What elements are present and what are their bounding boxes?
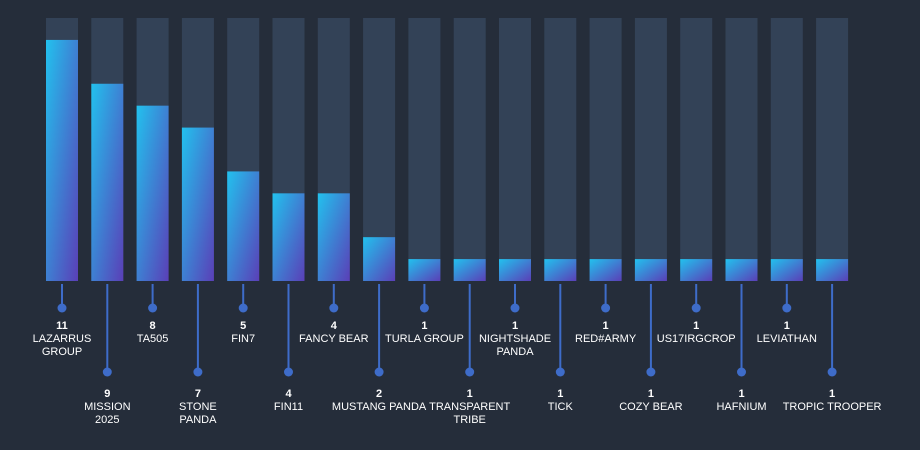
bar-nightshade-panda (499, 259, 531, 281)
category-label-mission-2025-line1: MISSION (84, 401, 131, 413)
category-label-stone-panda-line1: STONE (179, 401, 217, 413)
bar-cozy-bear (634, 259, 667, 281)
connector-dot-transparent-tribe (465, 367, 475, 377)
connector-dot-stone-panda (193, 367, 203, 377)
value-label-fancy-bear: 4 (331, 320, 338, 332)
category-label-transparent-tribe-line1: TRANSPARENT (429, 401, 510, 413)
bar-tropic-trooper (816, 259, 849, 281)
connector-dot-cozy-bear (646, 367, 656, 377)
bar-track-tropic-trooper (816, 18, 849, 281)
connector-dot-mustang-panda (374, 367, 384, 377)
value-label-lazarrus-group: 11 (56, 320, 68, 332)
category-label-lazarrus-group-line2: GROUP (42, 346, 82, 358)
value-label-cozy-bear: 1 (648, 388, 654, 400)
connector-dot-fancy-bear (329, 303, 339, 313)
category-label-leviathan: LEVIATHAN (757, 333, 817, 345)
bar-track-red-army (589, 18, 622, 281)
value-label-fin7: 5 (240, 320, 246, 332)
bar-mission-2025 (91, 83, 124, 281)
bar-track-cozy-bear (634, 18, 667, 281)
category-label-turla-group: TURLA GROUP (385, 333, 464, 345)
category-label-transparent-tribe-line2: TRIBE (453, 414, 485, 426)
bar-leviathan (770, 259, 803, 281)
value-label-tick: 1 (557, 388, 563, 400)
category-label-nightshade-panda-line1: NIGHTSHADE (479, 333, 551, 345)
value-label-nightshade-panda: 1 (512, 320, 518, 332)
value-label-ta505: 8 (150, 320, 156, 332)
value-label-tropic-trooper: 1 (829, 388, 835, 400)
connector-dot-tropic-trooper (827, 367, 837, 377)
bar-track-nightshade-panda (499, 18, 531, 281)
connector-dot-us17irgcrop (691, 303, 701, 313)
bar-turla-group (408, 259, 441, 281)
category-label-mustang-panda: MUSTANG PANDA (332, 401, 427, 413)
value-label-stone-panda: 7 (195, 388, 201, 400)
category-label-cozy-bear: COZY BEAR (619, 401, 682, 413)
connector-dot-lazarrus-group (57, 303, 67, 313)
category-label-lazarrus-group-line1: LAZARRUS (33, 333, 92, 345)
category-label-tropic-trooper: TROPIC TROOPER (783, 401, 882, 413)
bars-layer (46, 18, 849, 282)
connector-dot-fin7 (238, 303, 248, 313)
bar-track-leviathan (770, 18, 803, 281)
category-label-us17irgcrop: US17IRGCROP (657, 333, 736, 345)
connector-dot-red-army (601, 303, 611, 313)
category-label-fancy-bear: FANCY BEAR (299, 333, 369, 345)
value-label-transparent-tribe: 1 (467, 388, 473, 400)
bar-us17irgcrop (680, 259, 713, 281)
category-label-stone-panda-line2: PANDA (179, 414, 217, 426)
connector-dot-mission-2025 (102, 367, 112, 377)
bar-track-tick (544, 18, 577, 281)
bar-fin7 (227, 171, 260, 281)
connector-dot-ta505 (148, 303, 158, 313)
category-label-fin11: FIN11 (274, 401, 303, 413)
connector-dot-hafnium (737, 367, 746, 377)
bar-ta505 (136, 105, 169, 282)
bar-track-us17irgcrop (680, 18, 713, 281)
connector-dot-nightshade-panda (510, 303, 520, 313)
labels-layer: 11LAZARRUSGROUP9MISSION20258TA5057STONEP… (33, 284, 882, 426)
value-label-red-army: 1 (603, 320, 609, 332)
value-label-mission-2025: 9 (104, 388, 110, 400)
bar-track-hafnium (725, 18, 758, 281)
bar-transparent-tribe (453, 259, 486, 281)
bar-fancy-bear (317, 193, 350, 281)
category-label-red-army: RED#ARMY (575, 333, 637, 345)
connector-dot-fin11 (284, 367, 293, 377)
bar-hafnium (725, 259, 758, 281)
category-label-ta505: TA505 (137, 333, 169, 345)
connector-dot-turla-group (419, 303, 429, 313)
value-label-us17irgcrop: 1 (693, 320, 699, 332)
value-label-mustang-panda: 2 (376, 388, 382, 400)
bar-track-transparent-tribe (453, 18, 486, 281)
value-label-fin11: 4 (285, 388, 292, 400)
category-label-tick: TICK (548, 401, 574, 413)
bar-lazarrus-group (46, 39, 78, 281)
category-label-fin7: FIN7 (231, 333, 255, 345)
bar-mustang-panda (363, 237, 396, 281)
category-label-nightshade-panda-line2: PANDA (496, 346, 534, 358)
value-label-turla-group: 1 (421, 320, 427, 332)
category-label-hafnium: HAFNIUM (716, 401, 766, 413)
bar-red-army (589, 259, 622, 281)
bar-tick (544, 259, 577, 281)
value-label-leviathan: 1 (784, 320, 790, 332)
bar-stone-panda (181, 127, 214, 281)
bar-track-turla-group (408, 18, 441, 281)
connector-dot-tick (555, 367, 565, 377)
category-label-mission-2025-line2: 2025 (95, 414, 119, 426)
connector-dot-leviathan (782, 303, 792, 313)
value-label-hafnium: 1 (738, 388, 744, 400)
bar-fin11 (272, 193, 305, 281)
